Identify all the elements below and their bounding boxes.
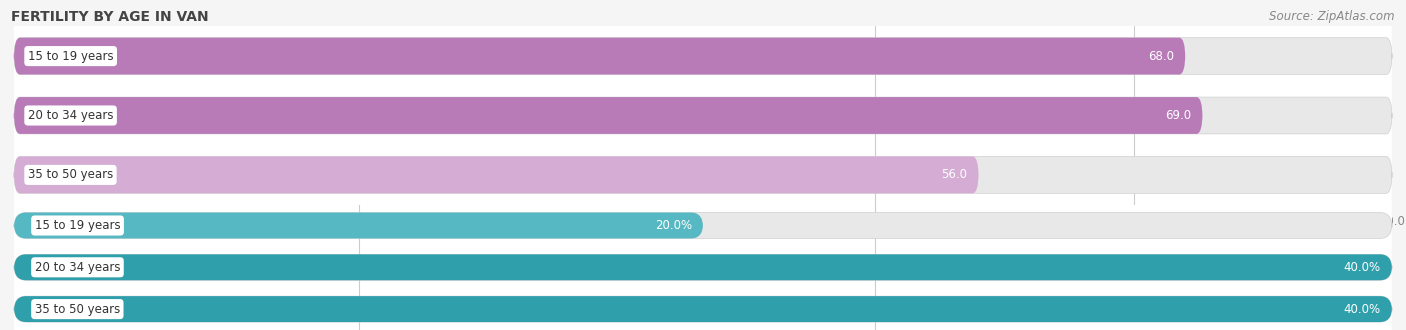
Text: 20 to 34 years: 20 to 34 years xyxy=(28,109,114,122)
Text: 20 to 34 years: 20 to 34 years xyxy=(35,261,121,274)
Text: 15 to 19 years: 15 to 19 years xyxy=(28,50,114,63)
Text: 68.0: 68.0 xyxy=(1149,50,1174,63)
Text: 69.0: 69.0 xyxy=(1166,109,1191,122)
FancyBboxPatch shape xyxy=(14,38,1185,75)
Text: FERTILITY BY AGE IN VAN: FERTILITY BY AGE IN VAN xyxy=(11,10,209,24)
FancyBboxPatch shape xyxy=(14,156,979,193)
FancyBboxPatch shape xyxy=(14,254,1392,280)
FancyBboxPatch shape xyxy=(14,254,1392,280)
FancyBboxPatch shape xyxy=(14,97,1202,134)
FancyBboxPatch shape xyxy=(14,296,1392,322)
Text: 20.0%: 20.0% xyxy=(655,219,692,232)
FancyBboxPatch shape xyxy=(14,38,1392,75)
FancyBboxPatch shape xyxy=(14,296,1392,322)
FancyBboxPatch shape xyxy=(14,156,1392,193)
Text: 35 to 50 years: 35 to 50 years xyxy=(35,303,120,315)
FancyBboxPatch shape xyxy=(14,213,703,239)
FancyBboxPatch shape xyxy=(14,97,1392,134)
Text: 35 to 50 years: 35 to 50 years xyxy=(28,168,112,182)
Text: Source: ZipAtlas.com: Source: ZipAtlas.com xyxy=(1270,10,1395,23)
Text: 15 to 19 years: 15 to 19 years xyxy=(35,219,121,232)
FancyBboxPatch shape xyxy=(14,213,1392,239)
Text: 56.0: 56.0 xyxy=(942,168,967,182)
Text: 40.0%: 40.0% xyxy=(1344,303,1381,315)
Text: 40.0%: 40.0% xyxy=(1344,261,1381,274)
